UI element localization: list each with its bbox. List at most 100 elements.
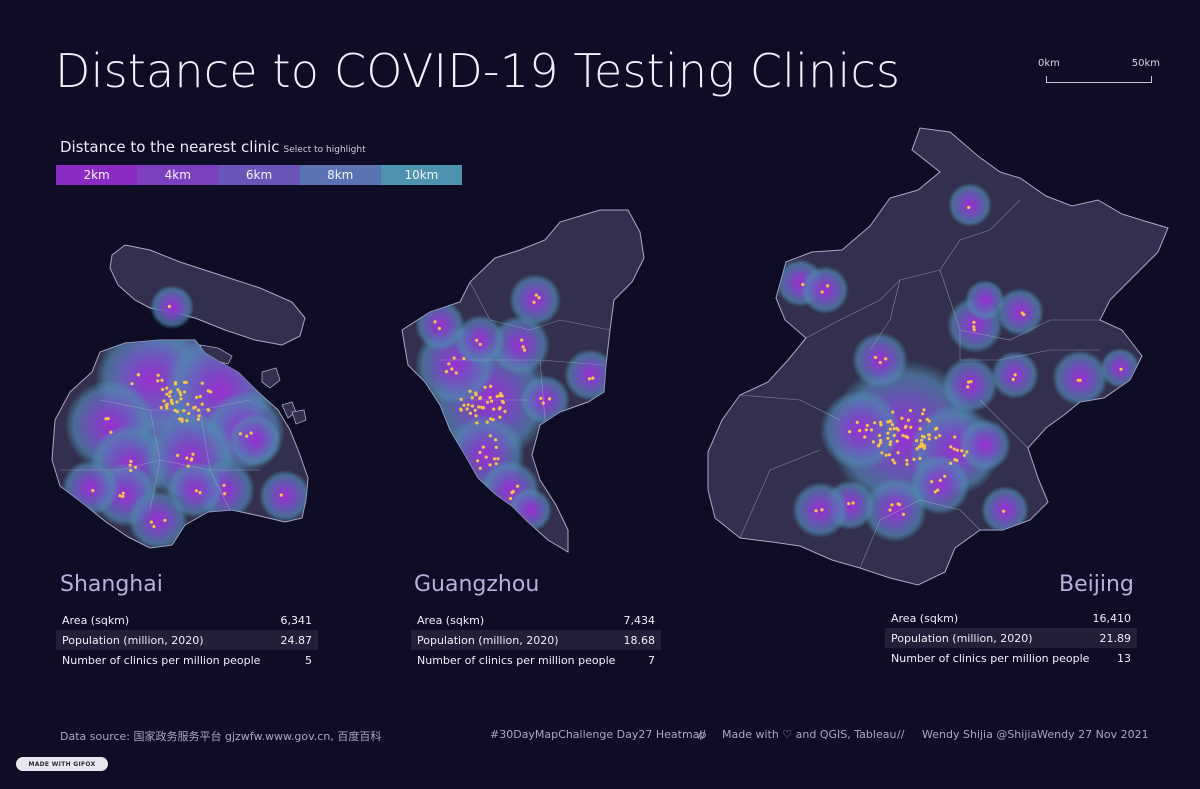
clinic-dot (173, 408, 177, 412)
clinic-dot (249, 431, 253, 435)
clinic-dot (921, 412, 925, 416)
clinic-dot (820, 290, 824, 294)
scale-start-label: 0km (1038, 58, 1060, 69)
city-name-shanghai: Shanghai (60, 572, 163, 597)
scale-bar-line (1046, 76, 1152, 83)
page-title: Distance to COVID-19 Testing Clinics (55, 44, 901, 98)
clinic-dot (478, 450, 482, 455)
clinic-dot (200, 402, 204, 406)
clinic-dot (136, 373, 140, 377)
clinic-dot (886, 431, 890, 435)
clinic-dot (500, 399, 504, 403)
clinic-dot (187, 411, 191, 416)
clinic-dot (897, 503, 902, 507)
clinic-dot (494, 438, 498, 442)
clinic-dot (908, 408, 913, 413)
clinic-dot (470, 396, 474, 400)
clinic-dot (176, 453, 180, 458)
clinic-dot (965, 450, 969, 454)
clinic-dot (936, 488, 940, 492)
clinic-dot (433, 320, 437, 324)
clinic-dot (437, 326, 441, 331)
clinic-dot (877, 433, 882, 438)
legend-title: Distance to the nearest clinic (60, 138, 280, 156)
clinic-dot (174, 381, 178, 385)
clinic-dot (178, 390, 182, 394)
clinic-dot (915, 439, 919, 443)
clinic-dot (149, 520, 153, 524)
legend-swatch-8km[interactable]: 8km (299, 165, 381, 185)
clinic-dot (466, 403, 470, 407)
clinic-dot (161, 387, 165, 392)
clinic-dot (489, 384, 493, 388)
clinic-dot (129, 468, 133, 472)
clinic-dot (165, 402, 169, 406)
clinic-dot (156, 373, 160, 377)
clinic-dot (186, 464, 190, 468)
clinic-dot (969, 380, 973, 384)
clinic-dot (130, 382, 134, 386)
clinic-dot (943, 474, 947, 478)
clinic-dot (918, 419, 922, 423)
clinic-dot (207, 408, 211, 412)
clinic-dot (190, 457, 194, 461)
clinic-dot (949, 445, 953, 449)
shanghai-island-halo (150, 285, 194, 329)
clinic-dot (918, 456, 922, 461)
clinic-dot (470, 404, 475, 408)
clinic-dot (510, 491, 514, 495)
clinic-dot (938, 434, 942, 438)
clinic-dot (489, 417, 493, 421)
clinic-dot (879, 420, 883, 424)
clinic-dot (475, 421, 479, 425)
legend-swatch-4km[interactable]: 4km (137, 165, 219, 185)
clinic-dot (858, 429, 862, 433)
clinic-dot (891, 410, 895, 414)
clinic-dot (473, 408, 477, 412)
stats-shanghai: Area (sqkm) 6,341 Population (million, 20… (56, 610, 318, 670)
clinic-dot (901, 433, 905, 438)
clinic-dot (91, 489, 95, 493)
legend-swatches: 2km 4km 6km 8km 10km (56, 165, 463, 185)
clinic-dot (459, 407, 463, 411)
clinic-dot (500, 394, 504, 398)
clinic-dot (863, 435, 867, 439)
stat-row-population: Population (million, 2020) 24.87 (56, 630, 318, 650)
clinic-dot (893, 461, 897, 465)
clinic-dot (160, 378, 164, 382)
clinic-dot (195, 395, 199, 399)
stat-row-clinics: Number of clinics per million people 13 (891, 651, 1131, 665)
clinic-dot (156, 379, 160, 383)
clinic-dot (452, 356, 456, 360)
clinic-dot (967, 205, 971, 210)
legend-swatch-2km[interactable]: 2km (56, 165, 138, 185)
clinic-dot (492, 407, 496, 411)
clinic-dot (129, 459, 133, 463)
clinic-dot (118, 494, 122, 498)
clinic-dot (934, 436, 938, 440)
clinic-dot (488, 434, 492, 438)
clinic-dot (826, 284, 830, 288)
legend-swatch-6km[interactable]: 6km (218, 165, 300, 185)
clinic-dots (91, 205, 1123, 529)
clinic-dot (892, 427, 896, 431)
clinic-dot (848, 430, 852, 434)
clinic-dot (918, 444, 922, 448)
clinic-dot (896, 451, 900, 455)
clinic-dot (1119, 367, 1123, 371)
clinic-dot (927, 419, 931, 423)
clinic-dot (591, 376, 595, 380)
city-name-guangzhou: Guangzhou (414, 572, 540, 597)
clinic-dot (949, 461, 953, 465)
clinic-dot (547, 397, 552, 401)
clinic-dot (1011, 377, 1015, 381)
legend-swatch-10km[interactable]: 10km (380, 165, 463, 185)
clinic-dot (109, 430, 113, 434)
clinic-dot (121, 494, 125, 499)
clinic-dot (480, 405, 484, 409)
clinic-dot (515, 484, 520, 488)
clinic-dot (279, 493, 283, 497)
clinic-dot (491, 418, 495, 422)
challenge-tag: #30DayMapChallenge Day27 Heatmap (490, 728, 707, 741)
clinic-dot (478, 396, 483, 400)
